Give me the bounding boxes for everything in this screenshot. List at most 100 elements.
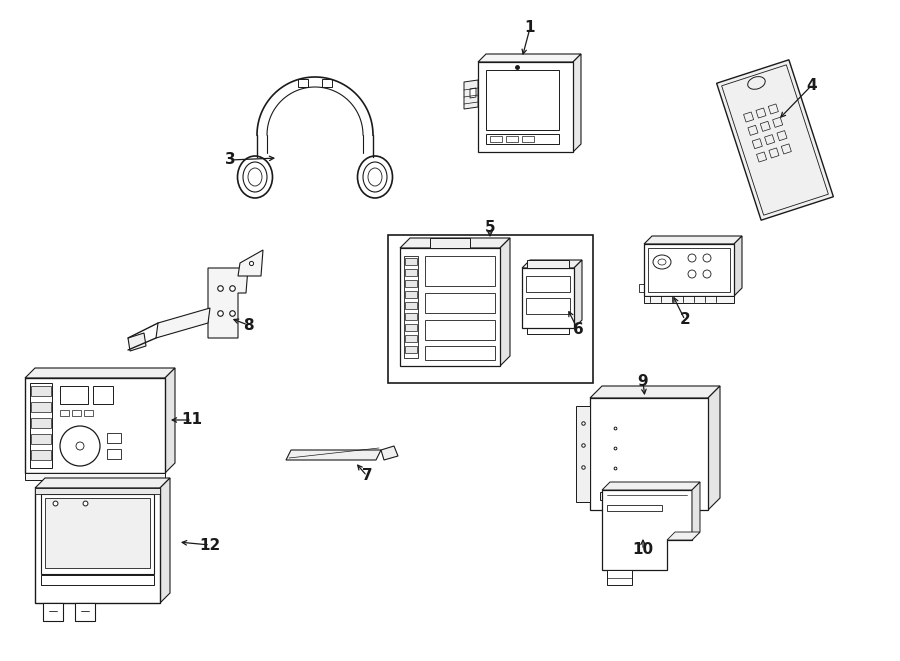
Bar xyxy=(30,383,52,468)
Text: 7: 7 xyxy=(362,469,373,483)
Bar xyxy=(45,498,150,568)
Bar xyxy=(31,386,51,396)
Bar xyxy=(405,280,417,287)
Polygon shape xyxy=(574,260,582,328)
Polygon shape xyxy=(286,450,381,460)
Bar xyxy=(107,433,121,443)
Bar xyxy=(648,248,730,292)
Text: 1: 1 xyxy=(525,20,535,36)
Bar xyxy=(490,136,502,142)
Bar xyxy=(522,136,534,142)
Bar xyxy=(25,473,165,480)
Polygon shape xyxy=(602,490,692,570)
Bar xyxy=(430,238,470,248)
Bar xyxy=(405,291,417,298)
Polygon shape xyxy=(208,268,248,338)
Bar xyxy=(644,296,734,303)
Polygon shape xyxy=(400,238,510,248)
Bar xyxy=(425,256,495,286)
Bar xyxy=(35,488,160,603)
Bar xyxy=(607,505,662,511)
Bar xyxy=(527,328,569,334)
Polygon shape xyxy=(381,446,398,460)
Bar xyxy=(527,260,569,268)
Bar xyxy=(72,410,81,416)
Bar xyxy=(425,293,495,313)
Bar xyxy=(639,284,644,292)
Bar xyxy=(478,62,573,152)
Bar xyxy=(31,450,51,460)
Polygon shape xyxy=(75,603,95,621)
Polygon shape xyxy=(708,386,720,510)
Polygon shape xyxy=(35,478,170,488)
Polygon shape xyxy=(590,386,720,398)
Polygon shape xyxy=(602,482,700,490)
Polygon shape xyxy=(238,250,263,276)
Bar xyxy=(405,313,417,320)
Bar xyxy=(405,335,417,342)
Polygon shape xyxy=(156,308,210,338)
Text: 5: 5 xyxy=(485,221,495,235)
Bar xyxy=(425,346,495,360)
Bar xyxy=(388,235,593,383)
Bar xyxy=(41,575,154,585)
Bar xyxy=(60,410,69,416)
Bar xyxy=(644,244,734,296)
Polygon shape xyxy=(607,570,632,585)
Bar xyxy=(590,398,708,510)
Text: 11: 11 xyxy=(182,412,202,428)
Text: 4: 4 xyxy=(806,77,817,93)
Bar xyxy=(506,136,518,142)
Bar xyxy=(84,410,93,416)
Bar xyxy=(31,402,51,412)
Polygon shape xyxy=(43,603,63,621)
Text: 10: 10 xyxy=(633,543,653,557)
Bar xyxy=(526,276,570,292)
Bar xyxy=(405,346,417,353)
Polygon shape xyxy=(734,236,742,296)
Polygon shape xyxy=(160,478,170,603)
Text: 3: 3 xyxy=(225,153,235,167)
Polygon shape xyxy=(25,368,175,378)
Bar xyxy=(486,70,559,130)
Polygon shape xyxy=(464,80,478,109)
Bar xyxy=(425,320,495,340)
Bar xyxy=(31,418,51,428)
Text: 6: 6 xyxy=(572,323,583,338)
Polygon shape xyxy=(716,59,833,220)
Bar xyxy=(404,256,418,358)
Polygon shape xyxy=(500,238,510,366)
Bar xyxy=(405,269,417,276)
Polygon shape xyxy=(573,54,581,152)
Bar xyxy=(25,378,165,473)
Bar xyxy=(526,298,570,314)
Text: 2: 2 xyxy=(680,313,690,327)
Bar xyxy=(600,492,698,500)
Text: 8: 8 xyxy=(243,317,253,332)
Polygon shape xyxy=(692,482,700,540)
Bar xyxy=(93,386,113,404)
Polygon shape xyxy=(128,333,146,351)
Bar xyxy=(400,248,500,366)
Bar xyxy=(322,79,332,87)
Polygon shape xyxy=(644,236,742,244)
Bar xyxy=(107,449,121,459)
Text: 9: 9 xyxy=(638,375,648,389)
Bar xyxy=(522,268,574,328)
Polygon shape xyxy=(478,54,581,62)
Bar xyxy=(298,79,308,87)
Polygon shape xyxy=(667,532,700,540)
Bar xyxy=(60,386,88,404)
Bar xyxy=(486,134,559,144)
Polygon shape xyxy=(470,88,476,98)
Polygon shape xyxy=(35,488,160,494)
Bar xyxy=(31,434,51,444)
Bar xyxy=(405,258,417,265)
Polygon shape xyxy=(522,260,582,268)
Bar xyxy=(41,494,154,574)
Bar xyxy=(576,406,590,502)
Text: 12: 12 xyxy=(200,537,220,553)
Bar xyxy=(405,324,417,331)
Bar xyxy=(405,302,417,309)
Polygon shape xyxy=(165,368,175,473)
